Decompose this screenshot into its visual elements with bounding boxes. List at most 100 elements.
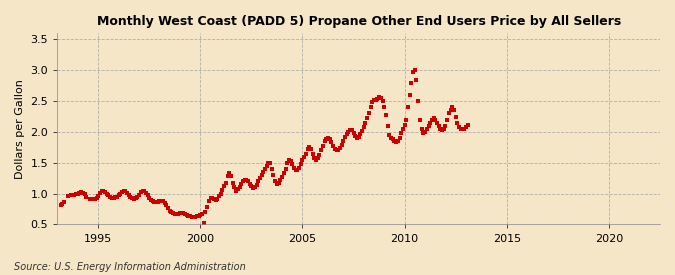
Point: [440, 124, 451, 128]
Point: [420, 130, 431, 134]
Point: [389, 139, 400, 144]
Point: [333, 148, 344, 152]
Point: [99, 189, 110, 194]
Point: [147, 199, 158, 203]
Point: [86, 197, 97, 201]
Point: [328, 144, 339, 148]
Point: [164, 209, 175, 213]
Point: [309, 156, 320, 160]
Point: [252, 179, 263, 183]
Point: [377, 99, 388, 103]
Point: [92, 194, 103, 198]
Point: [297, 158, 308, 162]
Point: [406, 81, 416, 85]
Point: [159, 201, 170, 205]
Point: [310, 158, 321, 162]
Point: [161, 203, 171, 208]
Point: [225, 174, 236, 178]
Point: [205, 196, 216, 200]
Point: [443, 111, 454, 116]
Point: [260, 167, 271, 171]
Point: [296, 162, 306, 166]
Point: [142, 193, 153, 198]
Point: [212, 196, 223, 201]
Point: [151, 199, 161, 204]
Point: [118, 188, 129, 193]
Point: [227, 180, 238, 185]
Point: [79, 192, 90, 196]
Point: [267, 167, 277, 171]
Point: [372, 97, 383, 101]
Point: [414, 117, 425, 122]
Point: [186, 215, 197, 219]
Point: [108, 196, 119, 200]
Point: [360, 120, 371, 125]
Point: [459, 127, 470, 131]
Point: [244, 182, 255, 186]
Point: [435, 127, 446, 131]
Point: [217, 188, 227, 192]
Point: [431, 120, 442, 125]
Point: [268, 173, 279, 177]
Point: [219, 184, 230, 188]
Point: [286, 159, 296, 163]
Point: [304, 145, 315, 150]
Point: [242, 179, 253, 183]
Point: [404, 93, 415, 97]
Point: [457, 127, 468, 131]
Point: [342, 132, 352, 137]
Point: [392, 139, 403, 144]
Point: [292, 168, 303, 172]
Point: [391, 140, 402, 145]
Point: [323, 136, 333, 140]
Point: [382, 124, 393, 128]
Point: [69, 193, 80, 197]
Point: [254, 176, 265, 180]
Point: [101, 191, 112, 196]
Point: [385, 136, 396, 140]
Point: [113, 193, 124, 198]
Point: [74, 191, 85, 195]
Point: [316, 148, 327, 153]
Point: [261, 164, 272, 168]
Point: [418, 131, 429, 135]
Point: [183, 214, 194, 218]
Point: [68, 193, 78, 198]
Point: [277, 175, 288, 179]
Point: [117, 189, 128, 194]
Point: [348, 131, 359, 135]
Point: [62, 194, 73, 198]
Point: [271, 182, 282, 187]
Point: [299, 155, 310, 159]
Point: [107, 196, 117, 200]
Point: [105, 195, 115, 200]
Point: [57, 201, 68, 206]
Point: [222, 174, 233, 178]
Point: [210, 198, 221, 202]
Point: [396, 131, 406, 135]
Point: [130, 196, 141, 200]
Point: [346, 128, 357, 132]
Point: [232, 187, 243, 191]
Point: [313, 156, 323, 161]
Point: [263, 161, 274, 165]
Point: [350, 134, 360, 139]
Point: [200, 210, 211, 214]
Point: [122, 191, 132, 195]
Point: [398, 127, 408, 131]
Point: [363, 111, 374, 116]
Point: [421, 127, 432, 131]
Point: [449, 108, 460, 112]
Point: [427, 117, 437, 122]
Point: [175, 211, 186, 216]
Point: [411, 77, 422, 82]
Point: [84, 196, 95, 201]
Point: [413, 99, 424, 103]
Point: [198, 221, 209, 226]
Point: [169, 212, 180, 216]
Point: [127, 196, 138, 200]
Point: [358, 125, 369, 129]
Point: [176, 211, 187, 216]
Point: [140, 191, 151, 195]
Point: [357, 128, 368, 133]
